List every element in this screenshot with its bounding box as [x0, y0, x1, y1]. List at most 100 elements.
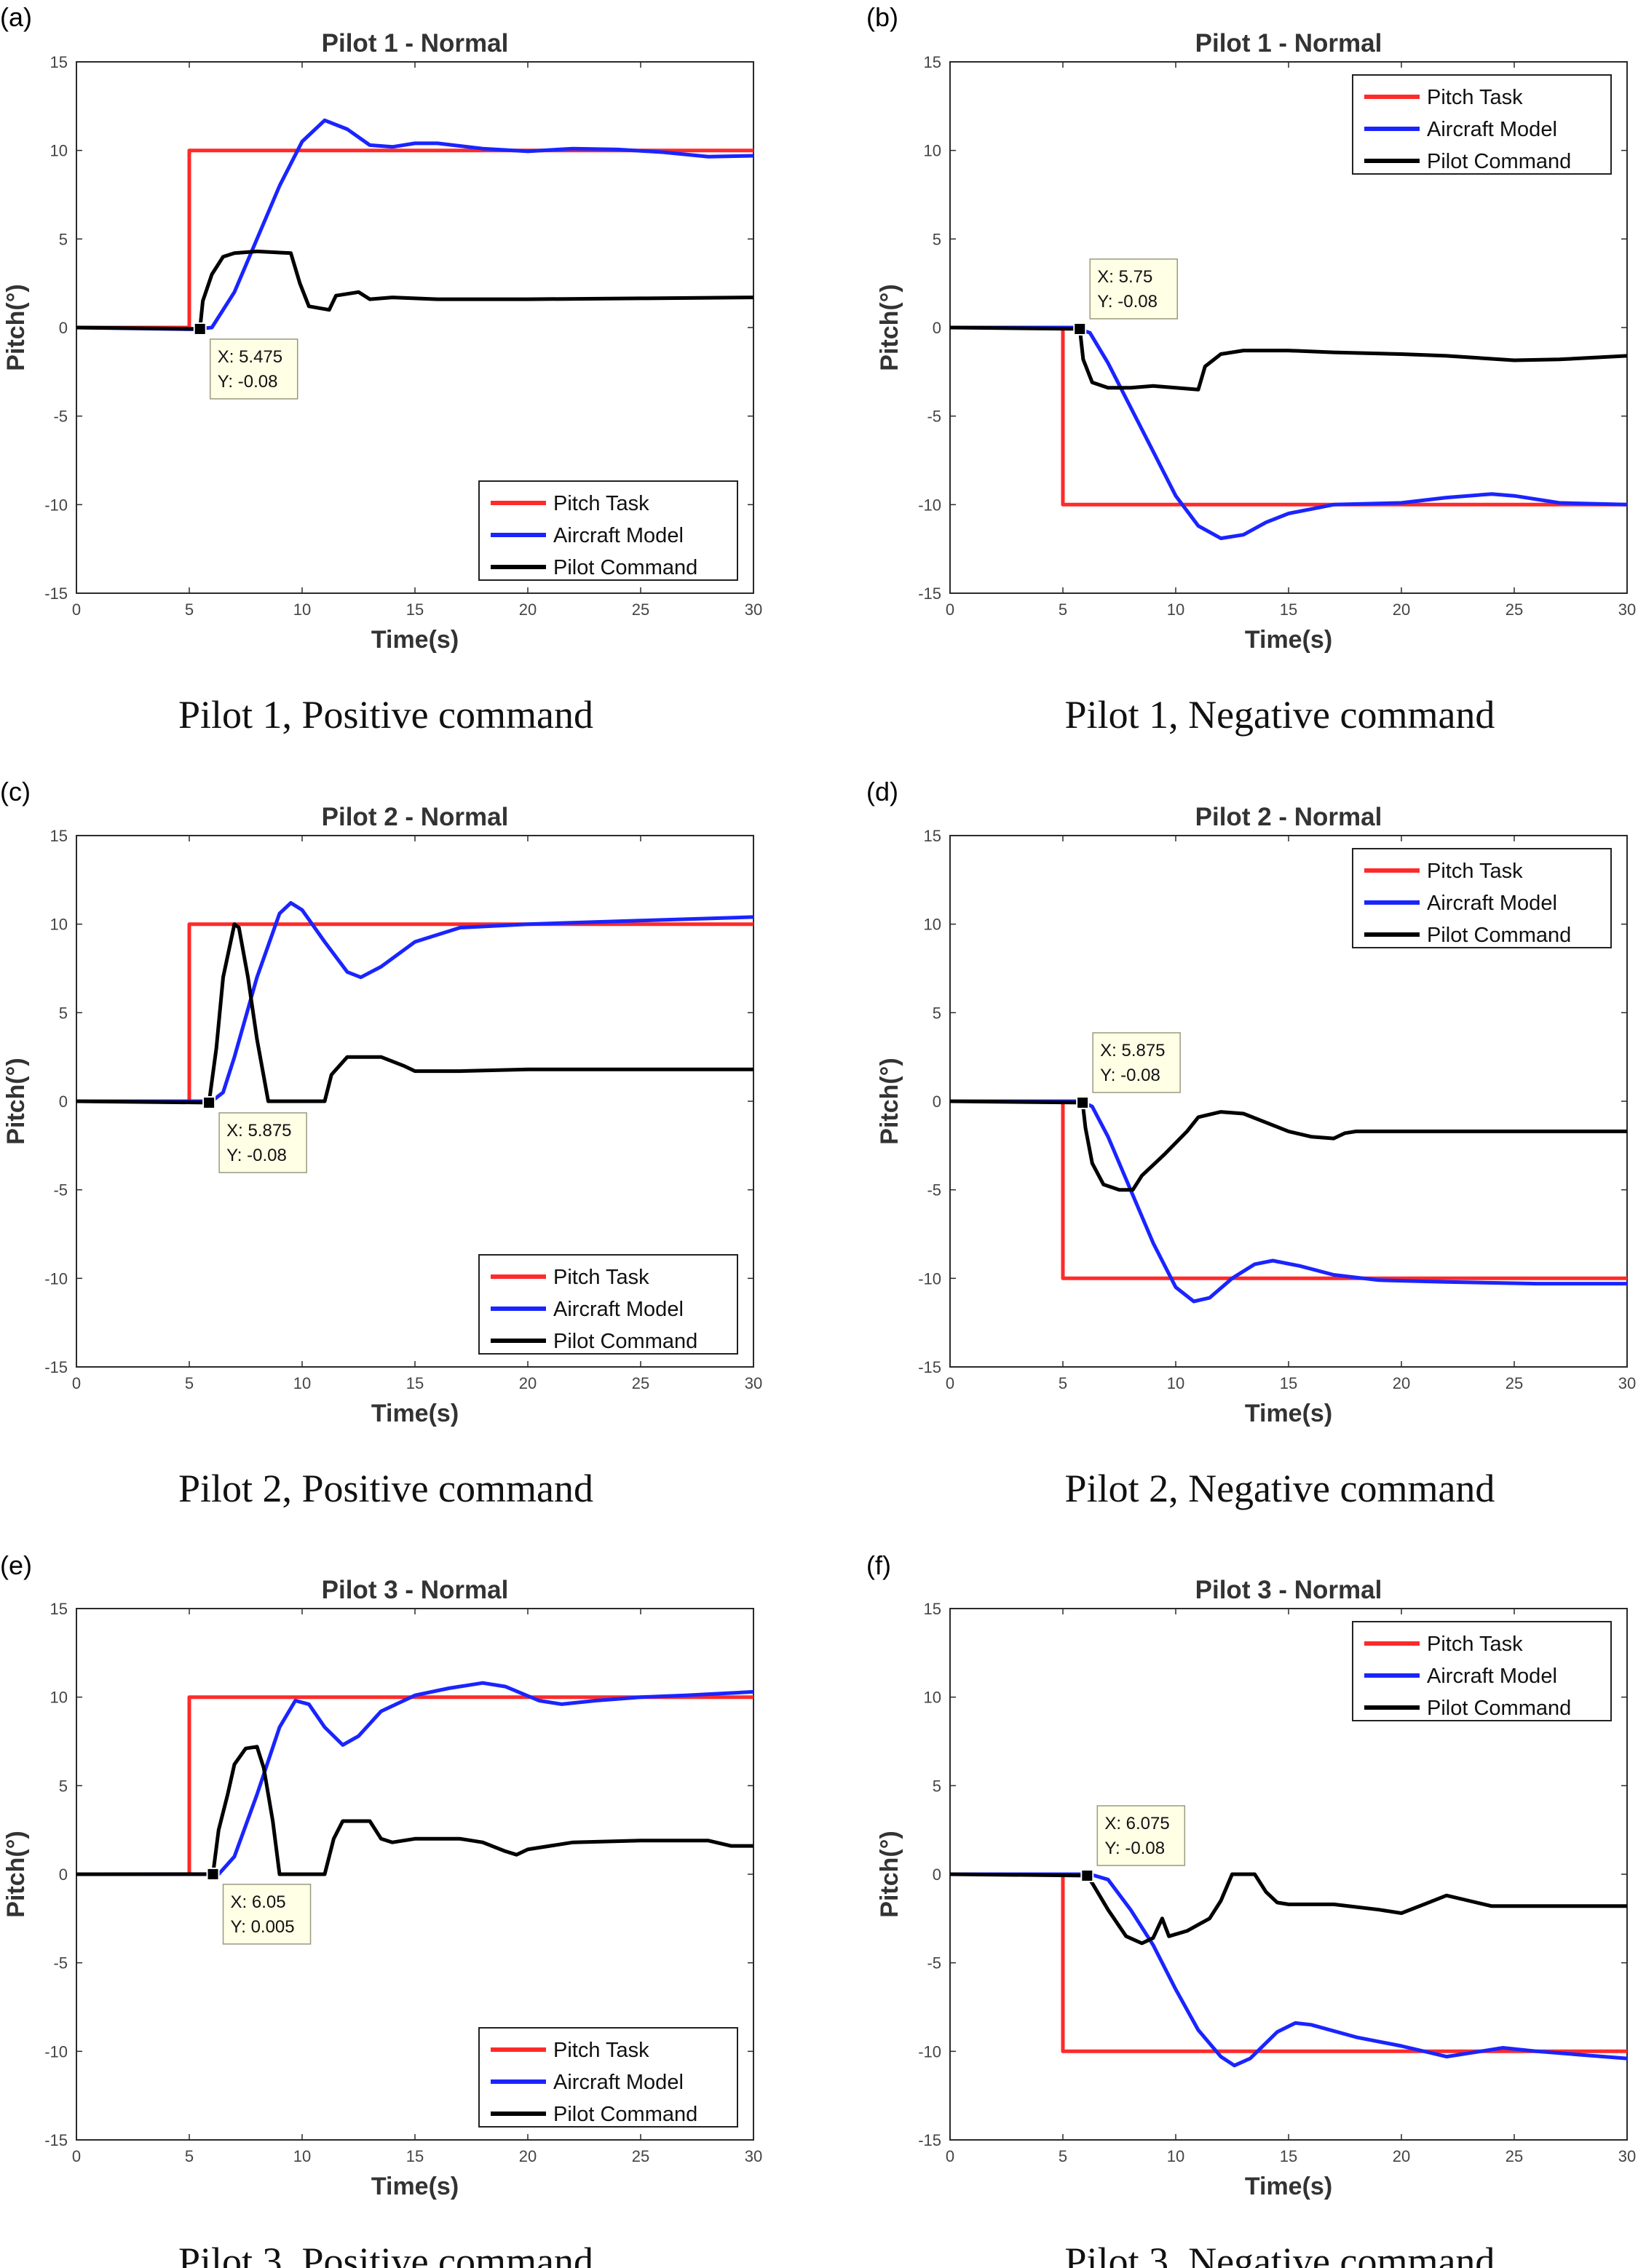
chart-title: Pilot 1 - Normal	[322, 29, 509, 58]
panel-letter: (d)	[866, 777, 898, 806]
legend-label: Pilot Command	[1427, 150, 1571, 173]
y-tick-label: 0	[59, 1093, 68, 1111]
legend-label: Pitch Task	[1427, 86, 1523, 109]
x-tick-label: 0	[946, 2147, 954, 2165]
chart-title: Pilot 1 - Normal	[1195, 29, 1382, 58]
legend-box	[1352, 848, 1612, 948]
series-group	[950, 1099, 1627, 1304]
x-tick-label: 15	[406, 2147, 424, 2165]
legend: Pitch Task Aircraft Model Pilot Command	[478, 480, 738, 581]
datatip-marker	[1076, 1095, 1090, 1109]
x-tick-label: 20	[1393, 2147, 1410, 2165]
legend-label: Pilot Command	[553, 1330, 697, 1353]
legend-box	[478, 2027, 738, 2128]
x-tick-label: 20	[1393, 600, 1410, 619]
y-tick-label: -5	[53, 408, 68, 426]
x-tick-label: 20	[519, 2147, 537, 2165]
legend: Pitch Task Aircraft Model Pilot Command	[478, 2027, 738, 2128]
y-axis-label: Pitch(°)	[2, 284, 30, 370]
datatip-box	[222, 1884, 312, 1945]
y-tick-label: 15	[924, 827, 941, 845]
datatip-y: Y: -0.08	[1100, 1066, 1160, 1085]
datatip-y: Y: -0.08	[1097, 292, 1158, 312]
x-tick-label: 30	[745, 600, 762, 619]
x-tick-label: 10	[293, 600, 311, 619]
y-tick-label: -15	[44, 1358, 68, 1376]
chart-title: Pilot 2 - Normal	[1195, 803, 1382, 831]
x-tick-label: 5	[185, 2147, 194, 2165]
datatip-box	[1092, 1032, 1181, 1093]
y-tick-label: -10	[44, 1269, 68, 1288]
datatip-box	[218, 1112, 307, 1173]
x-tick-label: 20	[1393, 1374, 1410, 1392]
chart-panel-1: (a) Pilot 1 - Normal 0 5 10 15 20 25 30 15 10 5 0 -5 -…	[0, 2, 762, 737]
datatip-box	[209, 338, 298, 400]
x-tick-label: 5	[1059, 1374, 1067, 1392]
series-line-pilot-command	[950, 1099, 1627, 1192]
y-tick-label: -5	[927, 408, 941, 426]
legend-label: Pilot Command	[1427, 924, 1571, 947]
y-tick-label: 5	[59, 1004, 68, 1022]
panel-caption: Pilot 3, Positive command	[178, 2240, 593, 2268]
x-axis-label: Time(s)	[371, 1400, 459, 1427]
y-tick-label: -15	[44, 584, 68, 603]
y-tick-label: 15	[50, 53, 68, 71]
x-tick-label: 30	[1618, 600, 1636, 619]
series-group	[76, 1681, 753, 1876]
x-tick-label: 25	[1506, 2147, 1523, 2165]
y-tick-label: -15	[918, 584, 941, 603]
series-line-aircraft-model	[950, 325, 1627, 541]
x-tick-label: 25	[632, 1374, 649, 1392]
datatip-y: Y: -0.08	[218, 372, 278, 392]
y-tick-label: -10	[44, 496, 68, 514]
datatip-y: Y: 0.005	[231, 1917, 295, 1937]
y-tick-label: -15	[44, 2131, 68, 2149]
y-axis-label: Pitch(°)	[876, 1831, 903, 1917]
y-tick-label: 15	[50, 827, 68, 845]
x-tick-label: 10	[1167, 600, 1184, 619]
series-line-aircraft-model	[76, 901, 753, 1103]
y-axis-label: Pitch(°)	[876, 284, 903, 370]
x-tick-label: 15	[1280, 1374, 1297, 1392]
x-tick-label: 25	[632, 600, 649, 619]
datatip-marker	[1073, 322, 1087, 336]
x-tick-label: 0	[946, 1374, 954, 1392]
datatip-x: X: 6.075	[1104, 1814, 1169, 1833]
y-tick-label: 5	[933, 230, 941, 248]
datatip-box	[1096, 1805, 1186, 1866]
x-tick-label: 10	[1167, 2147, 1184, 2165]
x-tick-label: 30	[1618, 2147, 1636, 2165]
datatip-box	[1089, 258, 1178, 320]
y-tick-label: -15	[918, 1358, 941, 1376]
x-tick-label: 30	[1618, 1374, 1636, 1392]
chart-panel-3: (c) Pilot 2 - Normal 0 5 10 15 20 25 30 15 10 5 0 -5 -…	[0, 777, 762, 1510]
legend-label: Aircraft Model	[1427, 1665, 1557, 1688]
datatip-marker	[193, 322, 207, 336]
y-tick-label: 5	[933, 1777, 941, 1795]
legend-label: Pilot Command	[553, 2103, 697, 2126]
legend: Pitch Task Aircraft Model Pilot Command	[1352, 848, 1612, 948]
x-axis-label: Time(s)	[1245, 1400, 1332, 1427]
y-tick-label: -5	[53, 1181, 68, 1200]
y-tick-label: -5	[927, 1954, 941, 1972]
x-tick-label: 20	[519, 1374, 537, 1392]
legend-box	[478, 480, 738, 581]
datatip-marker	[206, 1867, 220, 1881]
panel-caption: Pilot 2, Negative command	[1065, 1467, 1495, 1510]
series-line-pilot-command	[950, 1872, 1627, 1946]
y-tick-label: -5	[53, 1954, 68, 1972]
legend: Pitch Task Aircraft Model Pilot Command	[1352, 1621, 1612, 1721]
x-tick-label: 15	[406, 1374, 424, 1392]
datatip-y: Y: -0.08	[1104, 1839, 1165, 1858]
panel-letter: (c)	[0, 777, 31, 806]
panel-letter: (f)	[866, 1550, 891, 1580]
x-axis-label: Time(s)	[371, 2173, 459, 2200]
series-line-aircraft-model	[76, 118, 753, 331]
chart-panel-6: (f) Pilot 3 - Normal 0 5 10 15 20 25 30 15 10 5 0 -5 -…	[866, 1550, 1636, 2268]
y-tick-label: -10	[918, 496, 941, 514]
panel-letter: (e)	[0, 1550, 32, 1580]
y-tick-label: 0	[933, 1093, 941, 1111]
legend-label: Aircraft Model	[553, 524, 684, 547]
series-group	[76, 118, 753, 331]
